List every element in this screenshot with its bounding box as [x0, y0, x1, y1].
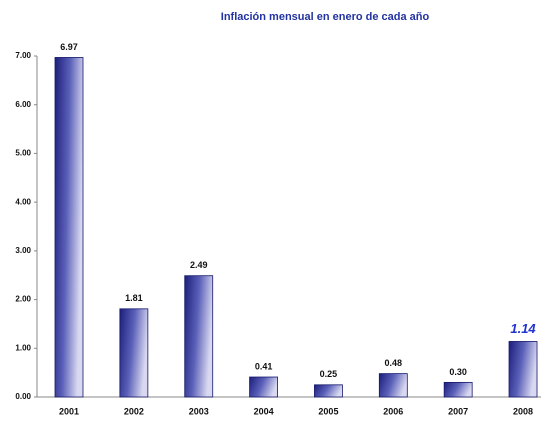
data-label: 0.25: [320, 369, 338, 379]
data-label: 2.49: [190, 260, 208, 270]
data-label: 1.81: [125, 293, 143, 303]
x-tick-label: 2007: [448, 406, 468, 416]
y-tick-label: 6.00: [15, 100, 31, 109]
data-label: 1.14: [510, 321, 536, 336]
y-tick-label: 0.00: [15, 392, 31, 401]
bar: [184, 275, 214, 398]
y-tick-label: 1.00: [15, 343, 31, 352]
x-tick-label: 2001: [59, 406, 79, 416]
y-tick-label: 2.00: [15, 295, 31, 304]
bar: [119, 308, 149, 398]
bar: [249, 376, 278, 398]
x-tick-label: 2004: [254, 406, 274, 416]
x-tick-label: 2002: [124, 406, 144, 416]
bar: [443, 381, 473, 398]
x-tick-label: 2005: [318, 406, 338, 416]
data-label: 0.30: [449, 367, 467, 377]
y-tick-label: 4.00: [15, 197, 31, 206]
chart-title: Inflación mensual en enero de cada año: [221, 11, 430, 23]
data-label: 0.41: [255, 361, 273, 371]
bar: [508, 341, 538, 398]
data-label: 6.97: [60, 42, 78, 52]
x-tick-label: 2006: [383, 406, 403, 416]
y-tick-label: 3.00: [15, 246, 31, 255]
y-tick-label: 7.00: [15, 51, 31, 60]
bar: [54, 57, 84, 398]
x-tick-label: 2003: [189, 406, 209, 416]
y-tick-label: 5.00: [15, 149, 31, 158]
x-tick-label: 2008: [513, 406, 533, 416]
bar: [314, 384, 343, 398]
bar: [378, 373, 408, 398]
data-label: 0.48: [385, 358, 403, 368]
